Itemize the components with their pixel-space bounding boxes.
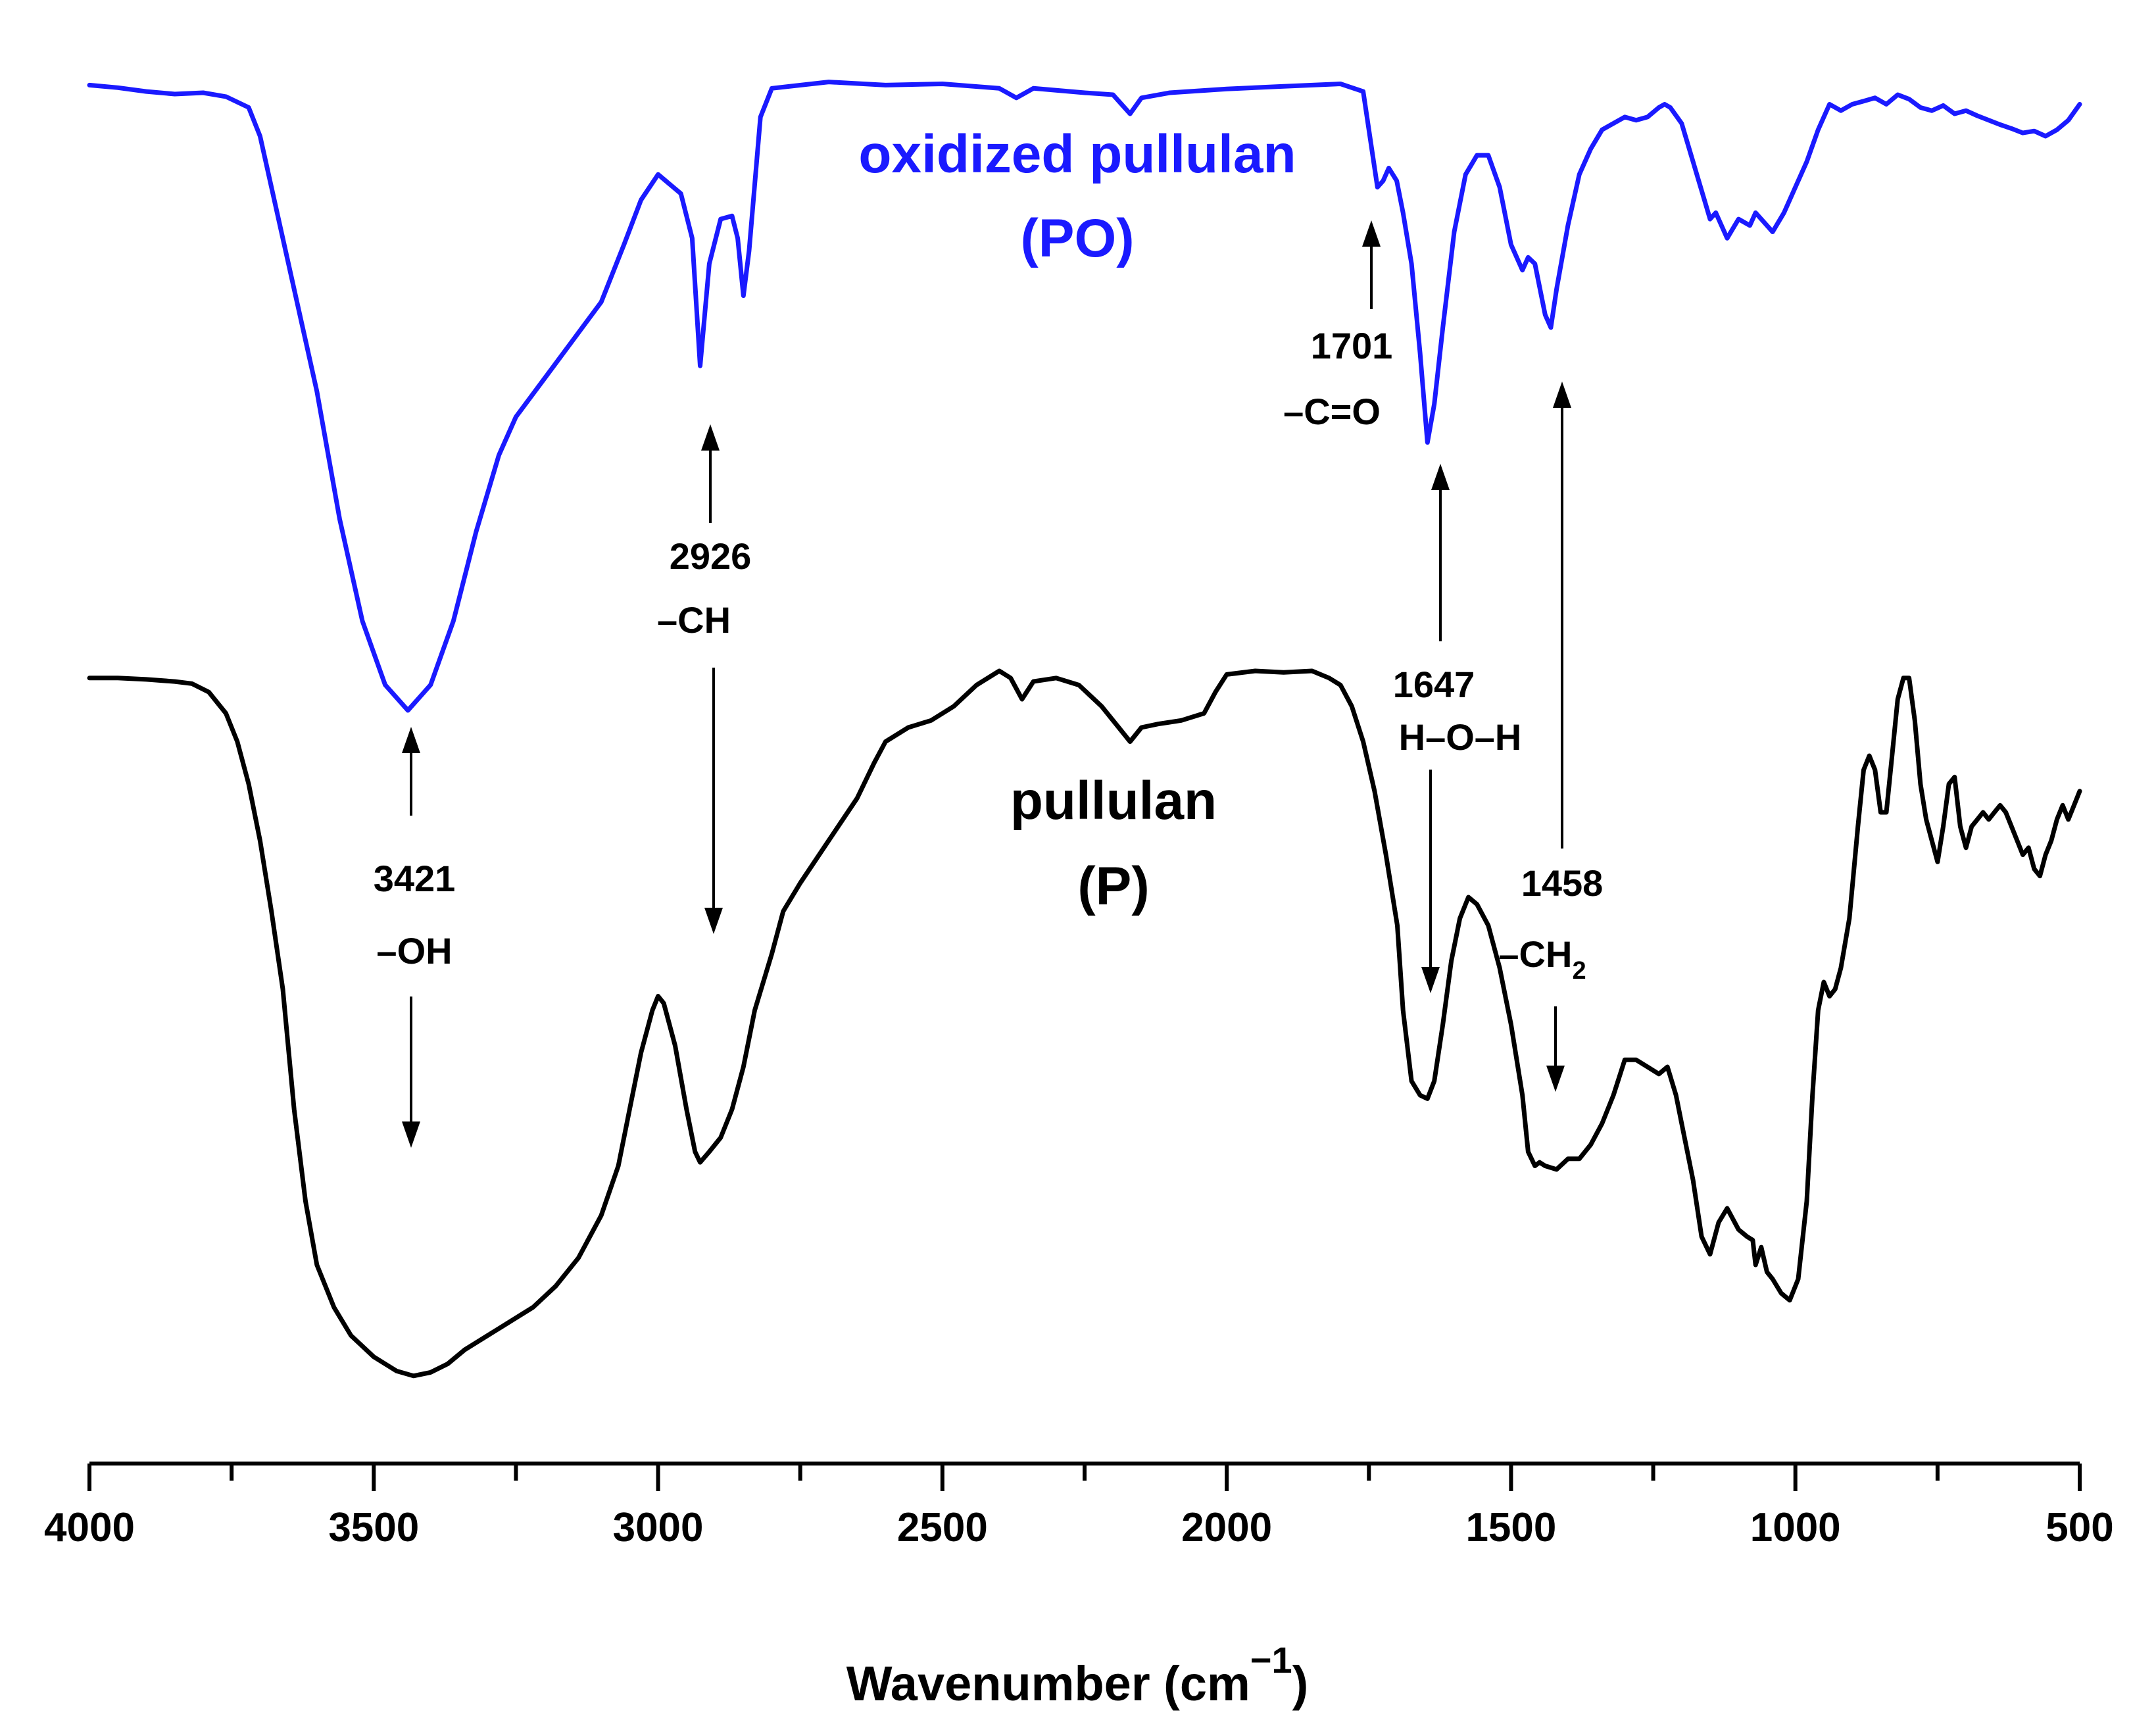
tick-label-2500: 2500 <box>897 1505 988 1550</box>
annotation-1458-arrowhead-down <box>1546 1066 1565 1092</box>
annotation-1647-value: 1647 <box>1393 664 1475 705</box>
annotation-1701-value: 1701 <box>1311 325 1393 366</box>
annotation-2926: 2926 –CH <box>657 424 751 934</box>
series-line-oxidized-pullulan <box>87 80 2082 713</box>
annotation-1701-group: –C=O <box>1283 391 1381 432</box>
annotation-2926-arrowhead-down <box>704 908 723 934</box>
series-label-p-line2: (P) <box>1077 856 1149 916</box>
annotation-1701-arrowhead-up <box>1362 220 1381 247</box>
x-axis-title-close: ) <box>1292 1656 1309 1711</box>
annotation-2926-value: 2926 <box>670 535 752 577</box>
x-axis-title-sup: −1 <box>1250 1639 1292 1681</box>
tick-label-3000: 3000 <box>613 1505 704 1550</box>
annotation-2926-arrowhead-up <box>701 424 720 451</box>
annotation-3421: 3421 –OH <box>374 727 456 1148</box>
annotation-3421-arrowhead-down <box>402 1121 420 1148</box>
x-axis-title-main: Wavenumber (cm <box>846 1656 1250 1711</box>
series-label-p-line1: pullulan <box>1010 771 1217 831</box>
series-layer <box>87 80 2082 1379</box>
annotation-2926-group: –CH <box>657 599 731 641</box>
annotation-1647-arrowhead-down <box>1421 967 1440 993</box>
annotation-1458: 1458 –CH2 <box>1498 382 1603 1092</box>
tick-label-3500: 3500 <box>328 1505 419 1550</box>
tick-label-1500: 1500 <box>1465 1505 1556 1550</box>
annotation-3421-group: –OH <box>376 930 452 972</box>
x-axis-title: Wavenumber (cm−1) <box>846 1639 1309 1711</box>
annotation-3421-value: 3421 <box>374 858 456 899</box>
tick-label-1000: 1000 <box>1750 1505 1841 1550</box>
series-labels: oxidized pullulan (PO) pullulan (P) <box>858 124 1296 916</box>
x-axis: 4000 3500 3000 2500 2000 1500 1000 500 Wavenumb… <box>44 1462 2114 1711</box>
annotation-1647: 1647 H–O–H <box>1393 464 1522 993</box>
annotation-1458-group: –CH2 <box>1498 933 1586 985</box>
annotation-3421-arrowhead-up <box>402 727 420 753</box>
tick-label-500: 500 <box>2046 1505 2113 1550</box>
series-label-po-line2: (PO) <box>1020 209 1134 268</box>
annotation-1458-group-sub: 2 <box>1572 957 1586 985</box>
x-axis-ticks: 4000 3500 3000 2500 2000 1500 1000 500 <box>44 1464 2114 1550</box>
annotation-1458-value: 1458 <box>1521 862 1604 904</box>
tick-label-4000: 4000 <box>44 1505 135 1550</box>
annotation-1458-arrowhead-up <box>1553 382 1571 408</box>
series-line-pullulan <box>87 668 2082 1379</box>
annotation-1647-arrowhead-up <box>1431 464 1450 490</box>
series-label-po-line1: oxidized pullulan <box>858 124 1296 184</box>
annotation-1647-group: H–O–H <box>1399 716 1522 758</box>
annotation-1458-group-main: –CH <box>1498 933 1572 975</box>
annotation-1701: 1701 –C=O <box>1283 220 1392 432</box>
tick-label-2000: 2000 <box>1181 1505 1272 1550</box>
peak-annotations: 3421 –OH 2926 –CH 1701 –C=O 1647 H–O–H <box>374 220 1603 1148</box>
